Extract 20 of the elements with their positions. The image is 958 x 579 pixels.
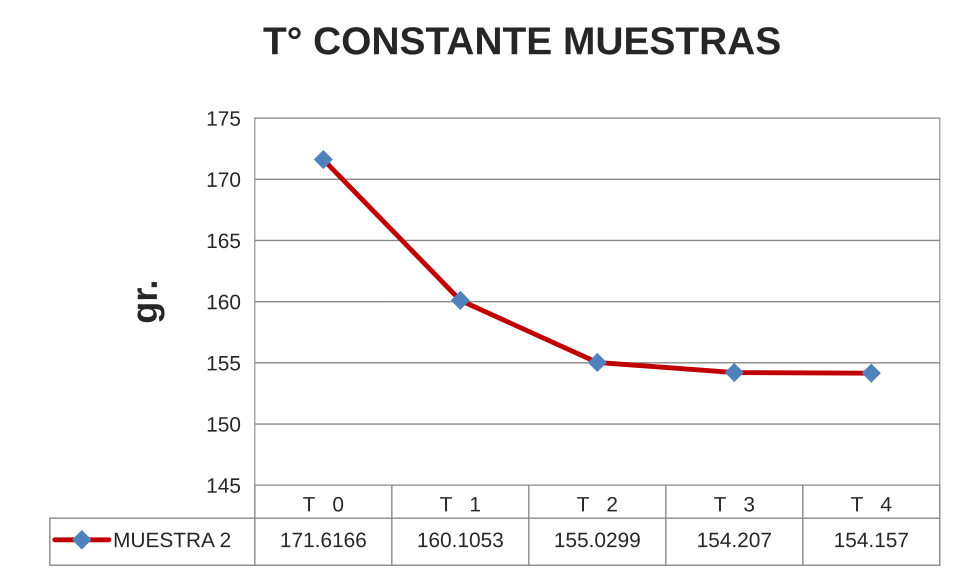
data-label: 154.157 xyxy=(835,532,908,548)
x-tick-label: T 3 xyxy=(714,496,754,512)
x-tick-label: T 0 xyxy=(303,496,344,512)
chart-title: T° CONSTANTE MUESTRAS xyxy=(263,27,780,55)
y-tick-label: 145 xyxy=(208,478,240,493)
y-tick-label: 170 xyxy=(208,172,240,188)
data-label: 155.0299 xyxy=(555,532,640,548)
x-tick-label: T 2 xyxy=(577,496,617,512)
y-tick-label: 175 xyxy=(208,111,240,126)
y-tick-label: 165 xyxy=(208,233,240,248)
x-tick-label: T 1 xyxy=(440,497,480,512)
x-tick-label: T 4 xyxy=(851,497,892,512)
y-tick-label: 160 xyxy=(208,294,240,310)
data-label: 154.207 xyxy=(698,532,771,548)
y-tick-label: 150 xyxy=(208,417,240,432)
y-axis-title: gr. xyxy=(137,282,165,322)
data-label: 160.1053 xyxy=(418,532,503,548)
y-tick-label: 155 xyxy=(208,356,240,371)
legend-label: MUESTRA 2 xyxy=(114,532,230,548)
data-label: 171.6166 xyxy=(281,532,366,548)
